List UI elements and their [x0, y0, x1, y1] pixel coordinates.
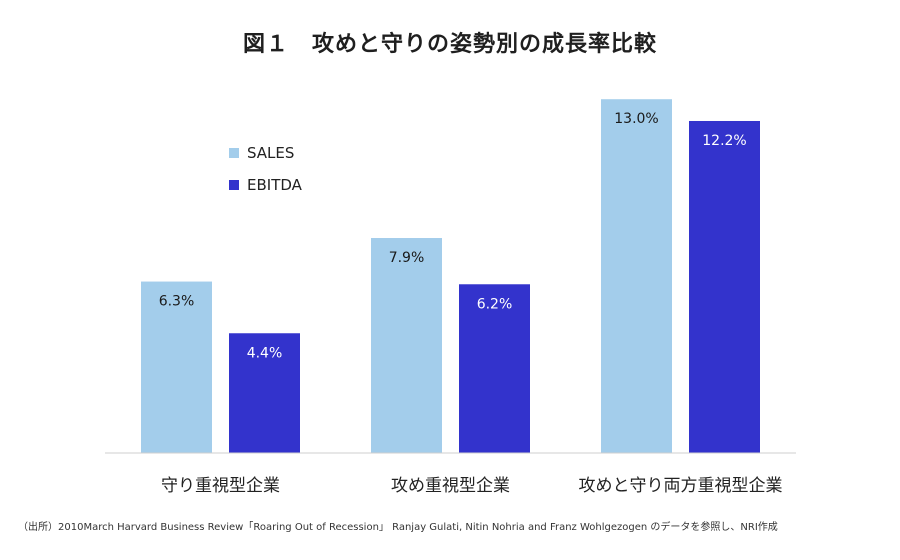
data-label-sales-2: 13.0%: [614, 111, 658, 127]
legend-item-ebitda: EBITDA: [229, 176, 302, 194]
bar-sales-1: [371, 238, 442, 453]
legend-label-ebitda: EBITDA: [247, 176, 302, 194]
legend-label-sales: SALES: [247, 144, 295, 162]
category-label-0: 守り重視型企業: [161, 476, 280, 496]
data-label-ebitda-1: 6.2%: [477, 296, 513, 312]
bar-ebitda-0: [229, 333, 300, 453]
bar-sales-0: [141, 281, 212, 453]
bar-ebitda-1: [459, 284, 530, 453]
legend-item-sales: SALES: [229, 144, 294, 162]
chart-title: 図１ 攻めと守りの姿勢別の成長率比較: [242, 32, 657, 57]
data-label-ebitda-2: 12.2%: [702, 133, 746, 149]
category-label-1: 攻め重視型企業: [391, 476, 510, 496]
bar-sales-2: [601, 99, 672, 453]
source-note: （出所）2010March Harvard Business Review「Ro…: [18, 522, 778, 533]
data-label-ebitda-0: 4.4%: [247, 345, 283, 361]
legend-swatch-sales: [229, 148, 239, 158]
bar-ebitda-2: [689, 120, 760, 453]
data-label-sales-1: 7.9%: [389, 250, 425, 266]
data-label-sales-0: 6.3%: [159, 294, 195, 310]
bar-chart: 6.3% 4.4% 守り重視型企業 7.9% 6.2% 攻め重視型企業 13.0% 12.2%…: [105, 99, 796, 496]
category-label-2: 攻めと守り両方重視型企業: [579, 476, 783, 496]
legend-swatch-ebitda: [229, 180, 239, 190]
